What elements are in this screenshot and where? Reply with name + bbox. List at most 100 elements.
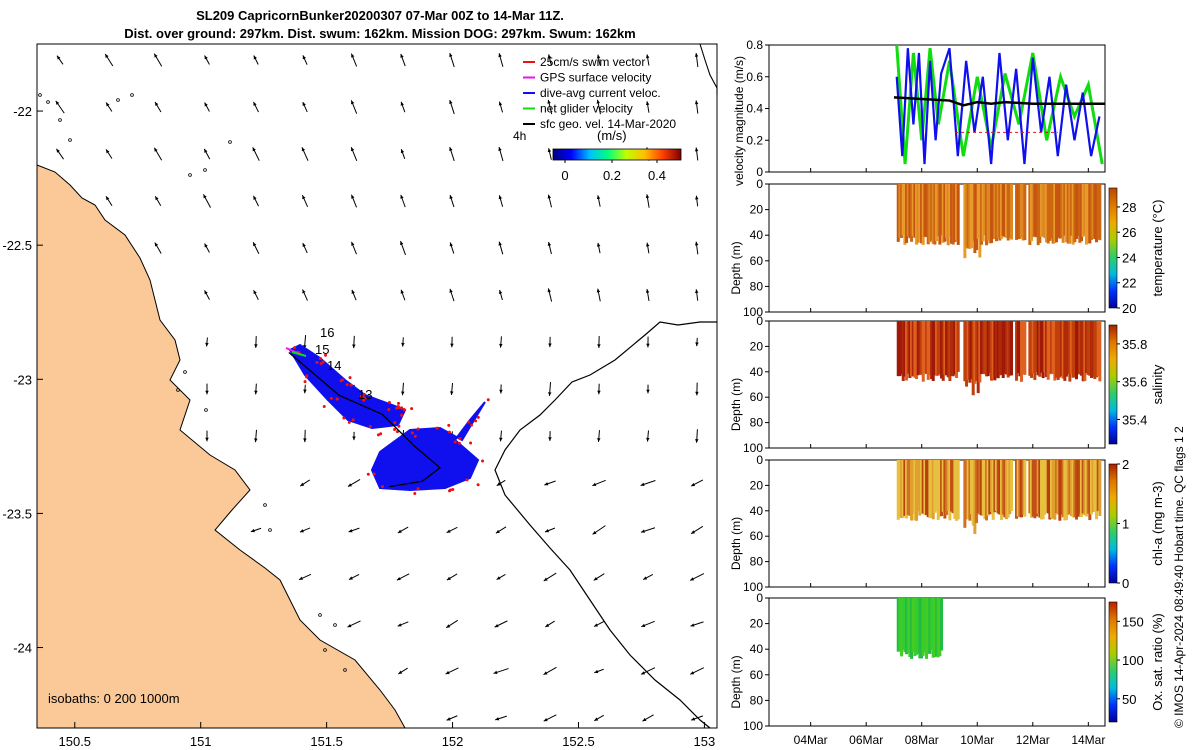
temperature-profile bbox=[1090, 184, 1094, 240]
chl-a-profile bbox=[898, 460, 902, 518]
arrow-head bbox=[596, 288, 601, 293]
geo-velocity-arrow bbox=[302, 242, 308, 254]
chl-a-profile bbox=[1088, 460, 1092, 521]
time-tick-label: 08Mar bbox=[905, 733, 939, 747]
temperature-ytick-label: 60 bbox=[750, 254, 764, 268]
geo-velocity-arrow bbox=[298, 573, 312, 581]
temperature-profile bbox=[911, 184, 915, 237]
temperature-profile bbox=[931, 184, 935, 244]
temperature-profile bbox=[938, 184, 942, 245]
salinity-profile bbox=[1075, 321, 1079, 380]
arrow-head bbox=[56, 148, 60, 153]
chl-a-profile bbox=[940, 460, 944, 517]
salinity-profile bbox=[913, 321, 917, 378]
arrow-head bbox=[302, 102, 306, 107]
salinity-profile bbox=[948, 321, 952, 381]
arrow-head bbox=[204, 243, 208, 248]
oxygen-ytick-label: 60 bbox=[750, 668, 764, 682]
colorbar-label: (m/s) bbox=[597, 128, 627, 143]
temperature-profile bbox=[1003, 184, 1007, 238]
salinity-profile bbox=[1066, 321, 1070, 375]
arrow-head bbox=[302, 55, 306, 60]
swim-vector-mark bbox=[379, 432, 383, 436]
chl-a-profile bbox=[983, 460, 987, 520]
geo-velocity-arrow bbox=[205, 337, 209, 347]
chl-a-ylabel: Depth (m) bbox=[729, 517, 743, 570]
arrow-head bbox=[253, 101, 257, 106]
chl-a-profile bbox=[975, 460, 979, 524]
salinity-profile bbox=[931, 321, 935, 381]
temperature-profile bbox=[963, 184, 967, 259]
chl-a-profile bbox=[930, 460, 934, 518]
chl-a-profile bbox=[1056, 460, 1060, 515]
oxygen-colorbar-tick-label: 100 bbox=[1122, 653, 1144, 668]
island-1 bbox=[46, 100, 50, 104]
temperature-profile bbox=[913, 184, 917, 238]
geo-velocity-arrow bbox=[351, 241, 357, 255]
geo-velocity-arrow bbox=[348, 573, 360, 581]
salinity-profile bbox=[941, 321, 945, 381]
swim-vector-mark bbox=[362, 398, 366, 402]
temperature-profile bbox=[1038, 184, 1042, 243]
legend-label: sfc geo. vel. 14-Mar-2020 bbox=[540, 117, 676, 131]
salinity-profile bbox=[906, 321, 910, 374]
arrow-head bbox=[596, 242, 601, 247]
salinity-ylabel: Depth (m) bbox=[729, 378, 743, 431]
temperature-profile bbox=[1070, 184, 1074, 236]
arrow-head bbox=[351, 100, 355, 105]
oxygen-profile bbox=[915, 598, 919, 655]
arrow-head bbox=[400, 149, 405, 154]
island-4 bbox=[58, 118, 62, 122]
salinity-profile bbox=[1008, 321, 1012, 376]
arrow-head bbox=[450, 343, 454, 348]
temperature-profile bbox=[995, 184, 999, 242]
geo-velocity-arrow bbox=[640, 667, 656, 675]
arrow-head bbox=[449, 195, 453, 200]
salinity-profile bbox=[1083, 321, 1087, 381]
net-velocity-line bbox=[895, 44, 1104, 165]
geo-velocity-arrow bbox=[690, 621, 704, 627]
temperature-profile bbox=[965, 184, 969, 248]
salinity-profile bbox=[1035, 321, 1039, 373]
arrow-head bbox=[543, 671, 548, 675]
salinity-profile bbox=[923, 321, 927, 374]
swim-vector-mark bbox=[359, 394, 363, 398]
salinity-profile bbox=[956, 321, 960, 372]
geo-velocity-arrow bbox=[397, 526, 409, 534]
temperature-profile bbox=[1053, 184, 1057, 244]
arrow-head bbox=[155, 101, 159, 106]
temperature-profile bbox=[918, 184, 922, 240]
geo-velocity-arrow bbox=[449, 288, 455, 302]
geo-velocity-arrow bbox=[450, 382, 454, 396]
swim-vector-mark bbox=[303, 380, 307, 384]
chl-a-profile bbox=[1005, 460, 1009, 520]
geo-velocity-arrow bbox=[56, 148, 64, 160]
map-ytick-label: -22.5 bbox=[2, 238, 32, 253]
salinity-profile bbox=[1091, 321, 1095, 377]
salinity-profile bbox=[918, 321, 922, 374]
map-colorbar bbox=[552, 148, 682, 161]
temperature-profile bbox=[985, 184, 989, 246]
temperature-colorbar-tick-label: 22 bbox=[1122, 276, 1136, 291]
chl-a-ytick-label: 80 bbox=[750, 555, 764, 569]
arrow-head bbox=[254, 438, 258, 443]
chl-a-profile bbox=[980, 460, 984, 516]
arrow-head bbox=[592, 482, 597, 486]
temperature-profile bbox=[930, 184, 934, 241]
map-xtick-label: 152 bbox=[442, 734, 464, 749]
geo-velocity-arrow bbox=[547, 99, 553, 115]
chl-a-profile bbox=[981, 460, 985, 515]
geo-velocity-arrow bbox=[594, 714, 604, 722]
geo-velocity-arrow bbox=[694, 100, 699, 114]
salinity-profile bbox=[911, 321, 915, 376]
dive-avg-current-vectors bbox=[288, 343, 407, 430]
chl-a-profile bbox=[918, 460, 922, 516]
chl-a-profile bbox=[1080, 460, 1084, 517]
arrow-head bbox=[449, 53, 453, 58]
arrow-head bbox=[646, 343, 650, 348]
day-label: 14 bbox=[327, 358, 341, 373]
arrow-head bbox=[596, 99, 600, 104]
arrow-head bbox=[641, 671, 646, 675]
chl-a-profile bbox=[920, 460, 924, 513]
swim-vector-mark bbox=[457, 441, 461, 445]
